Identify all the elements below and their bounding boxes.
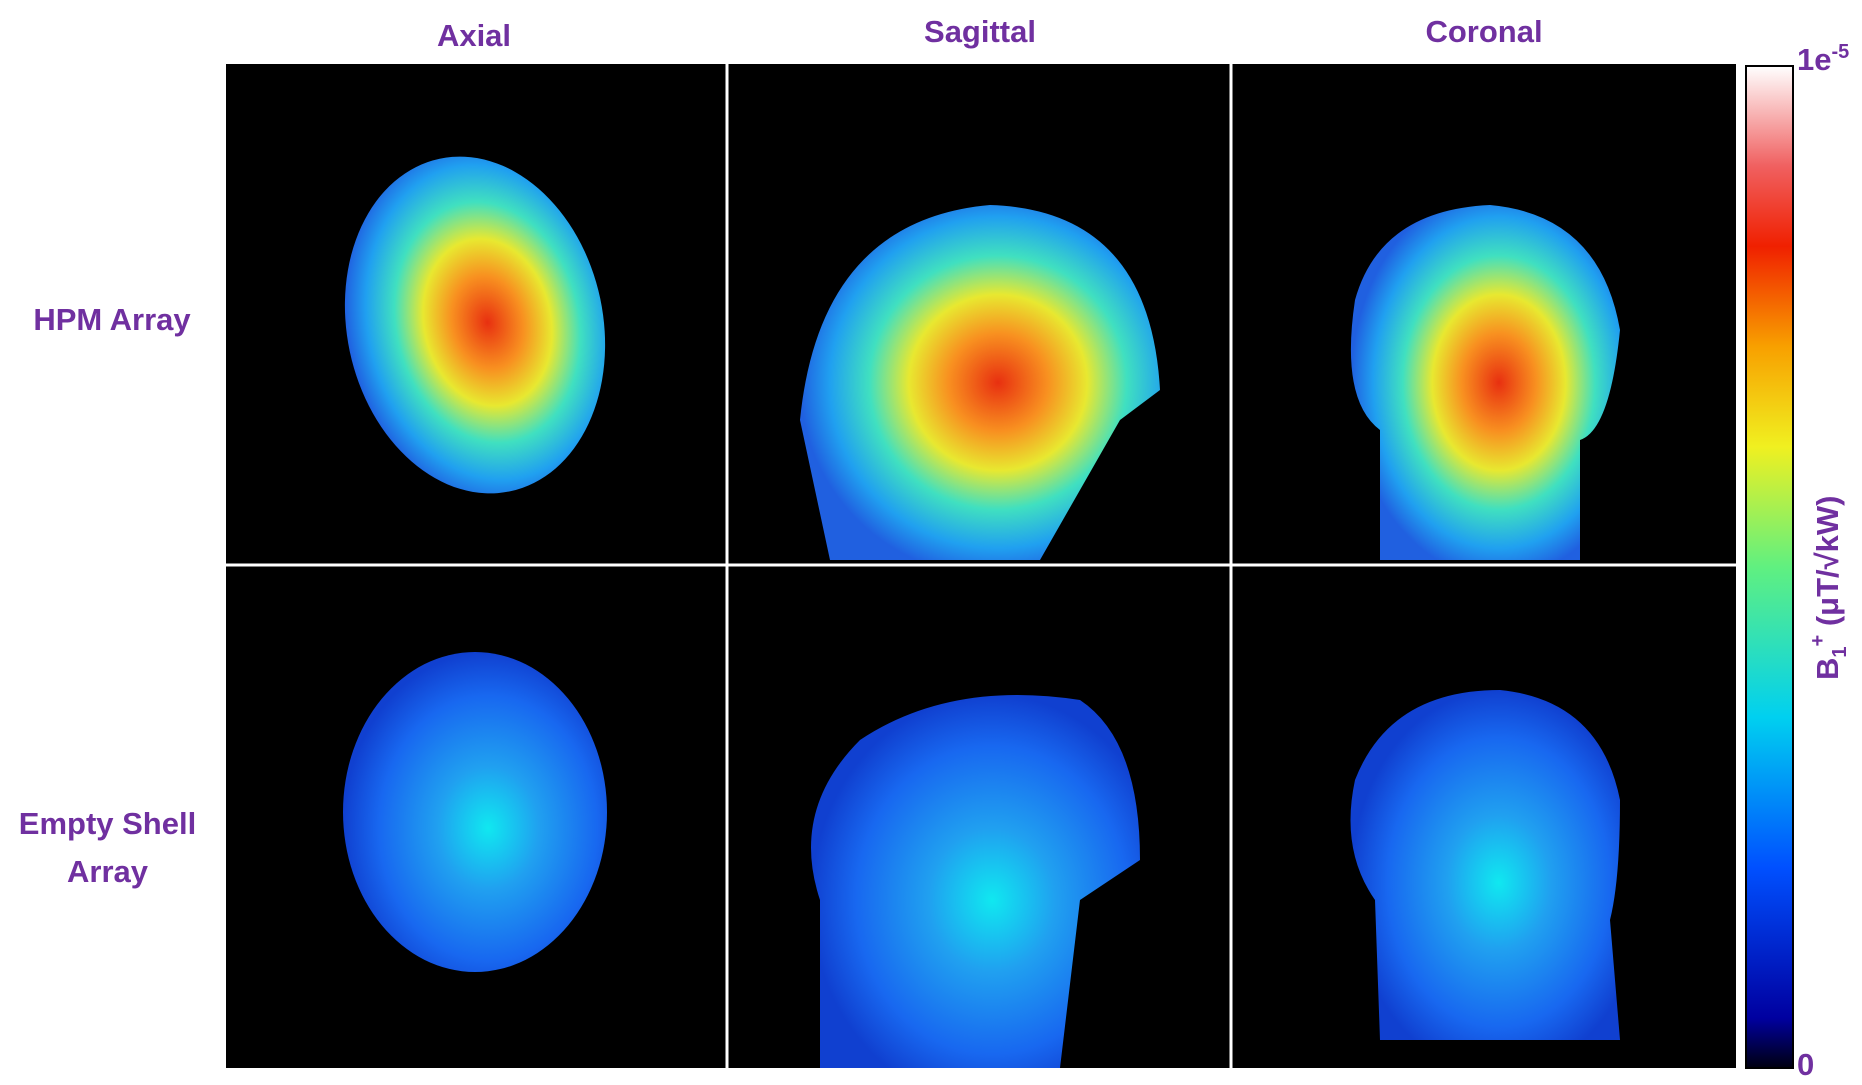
colorbar [1745, 65, 1794, 1069]
image-grid [226, 64, 1736, 1068]
column-title: Axial [437, 18, 511, 53]
symbol: B [1810, 658, 1845, 680]
axial-map [344, 156, 606, 494]
subscript: 1 [1829, 646, 1851, 657]
colorbar-max-exponent: -5 [1831, 41, 1849, 63]
row-label: HPM Array [33, 302, 191, 337]
colorbar-max: 1e-5 [1797, 41, 1849, 77]
units: (μT/√kW) [1810, 496, 1845, 635]
row-label: Empty Shell Array [18, 806, 197, 889]
row-label-box: Empty Shell Array [18, 806, 197, 889]
sagittal-map [811, 695, 1140, 1068]
coronal-map [1350, 690, 1620, 1040]
column-title: Coronal [1425, 14, 1542, 49]
sagittal-map [800, 205, 1160, 560]
colorbar-label: B1+ (μT/√kW) [1807, 496, 1851, 681]
axial-map [343, 652, 607, 972]
superscript: + [1807, 635, 1829, 647]
colorbar-max-base: 1e [1797, 42, 1831, 77]
colorbar-min: 0 [1797, 1047, 1814, 1080]
coronal-map [1350, 205, 1620, 560]
column-title: Sagittal [924, 14, 1036, 49]
